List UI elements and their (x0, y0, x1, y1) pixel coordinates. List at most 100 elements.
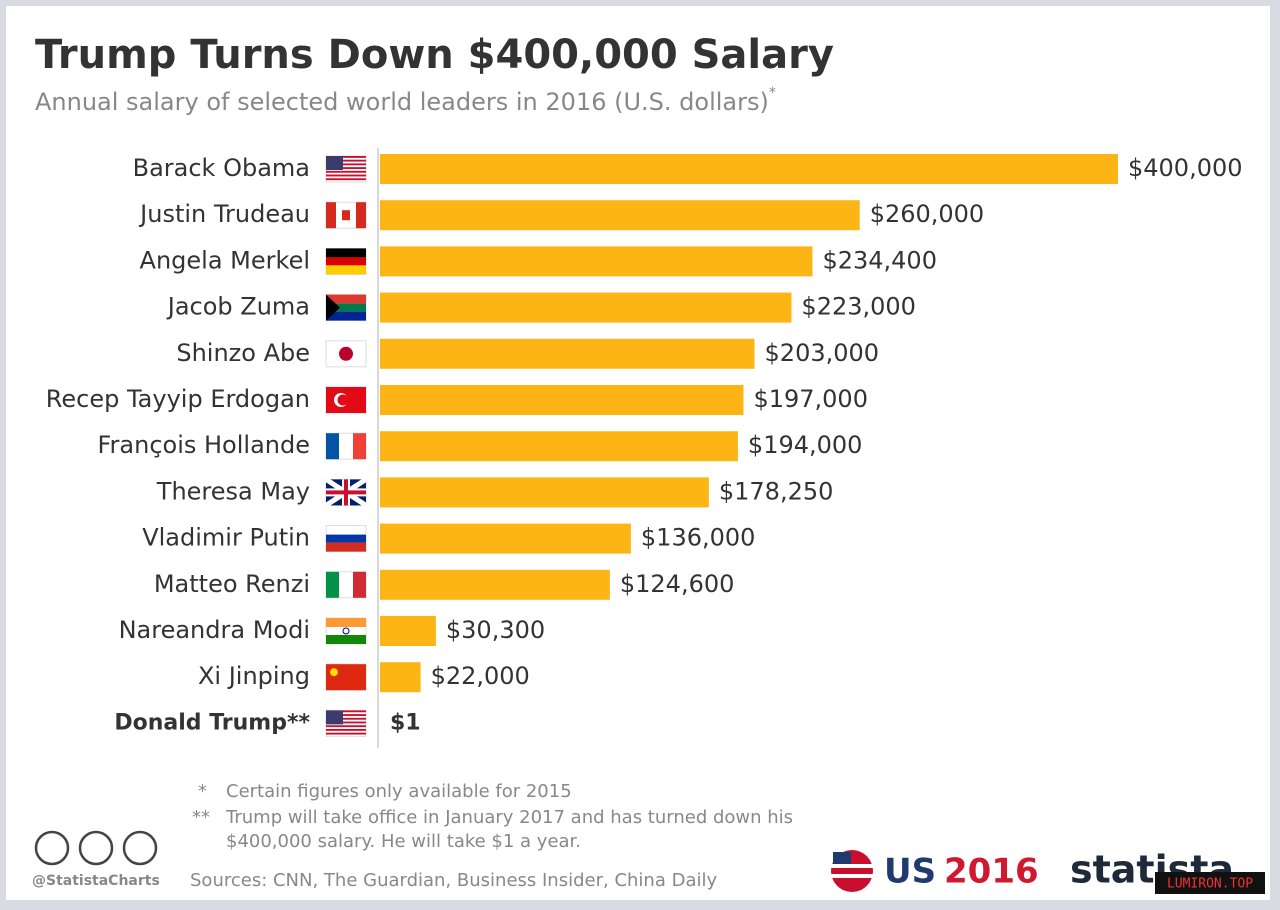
chart-title: Trump Turns Down $400,000 Salary (35, 32, 834, 78)
footnote-text: Trump will take office in January 2017 a… (226, 807, 794, 852)
value-label: $124,600 (620, 570, 735, 598)
cc-icons (34, 830, 158, 866)
flag-part (326, 303, 366, 312)
flag-part (326, 174, 366, 177)
flag-part (326, 178, 366, 181)
flag (325, 386, 367, 414)
footnote-mark: * (198, 781, 207, 802)
category-label: François Hollande (97, 431, 310, 459)
badge-year: 2016 (944, 852, 1039, 892)
flag-part (326, 710, 343, 725)
value-label: $30,300 (446, 616, 545, 644)
flag-part (326, 311, 366, 321)
flag-part (326, 618, 366, 627)
value-label: $234,400 (822, 246, 937, 274)
category-label: Recep Tayyip Erdogan (46, 385, 310, 413)
flag-part (356, 202, 366, 229)
flag-part (326, 710, 366, 713)
bar (380, 662, 421, 693)
bar (380, 569, 610, 600)
flag-part (326, 294, 366, 304)
flag-part (326, 159, 366, 162)
flag-part (326, 257, 366, 266)
flag (325, 663, 367, 691)
flag-part (326, 542, 366, 552)
bar (380, 292, 792, 323)
flag-part (326, 248, 366, 258)
flag-part (330, 668, 338, 677)
flag-part (326, 202, 336, 229)
bar (380, 431, 738, 462)
flag-part (339, 346, 353, 361)
flag-part (326, 728, 366, 731)
sources: Sources: CNN, The Guardian, Business Ins… (190, 870, 717, 891)
category-label: Barack Obama (133, 154, 310, 182)
flag-part (337, 394, 349, 406)
flag-part (326, 721, 366, 724)
category-label: Donald Trump** (114, 710, 310, 735)
flag-part (326, 170, 366, 173)
flag-part (353, 571, 366, 598)
flag (325, 247, 367, 275)
category-label: Vladimir Putin (142, 524, 310, 552)
flag-part (326, 725, 366, 728)
flag-part (326, 635, 366, 644)
flag-part (326, 490, 366, 495)
chart-subtitle: Annual salary of selected world leaders … (35, 85, 776, 116)
category-label: Nareandra Modi (119, 616, 310, 644)
bar (380, 616, 436, 646)
subtitle-mark: * (769, 85, 776, 101)
flag-part (326, 265, 366, 275)
bar (380, 385, 744, 415)
badge-country: US (884, 852, 936, 892)
category-label: Theresa May (156, 477, 310, 505)
flag (324, 477, 368, 508)
footnote-text: Certain figures only available for 2015 (226, 781, 572, 802)
value-label: $197,000 (753, 385, 868, 413)
footnote-mark: ** (192, 807, 210, 828)
flag-part (326, 167, 366, 169)
category-label: Jacob Zuma (166, 293, 310, 321)
flag-part (326, 433, 339, 460)
flag (325, 201, 367, 229)
value-label: $260,000 (870, 200, 985, 228)
bar (380, 200, 860, 231)
value-label: $136,000 (641, 524, 756, 552)
value-label: $22,000 (431, 662, 530, 690)
watermark: LUMIRON.TOP (1167, 877, 1253, 892)
flag-part (326, 534, 366, 543)
flag-part (326, 294, 340, 321)
category-label: Justin Trudeau (138, 200, 310, 228)
flag (325, 432, 367, 460)
value-label: $178,250 (719, 477, 834, 505)
handle: @StatistaCharts (32, 873, 160, 889)
flag-part (342, 210, 350, 221)
flag (325, 525, 367, 553)
subtitle-text: Annual salary of selected world leaders … (35, 88, 769, 116)
flag-part (326, 156, 366, 158)
flag-part (353, 433, 366, 460)
watermark-box (1155, 872, 1265, 894)
flag (325, 709, 367, 737)
value-label: $1 (390, 710, 421, 735)
category-label: Matteo Renzi (154, 570, 310, 598)
bar (380, 246, 813, 277)
flag (325, 571, 367, 599)
flag-part (326, 732, 366, 735)
flag-part (326, 163, 366, 166)
value-label: $194,000 (748, 431, 863, 459)
flag (325, 155, 367, 183)
bar (380, 338, 755, 369)
flag (325, 340, 367, 368)
flag-part (326, 717, 366, 720)
bar (380, 523, 631, 554)
category-label: Xi Jinping (198, 662, 310, 690)
us-badge-flag (831, 850, 873, 892)
value-label: $400,000 (1128, 154, 1243, 182)
category-label: Angela Merkel (140, 246, 310, 274)
value-label: $223,000 (801, 293, 916, 321)
flag-part (326, 571, 339, 598)
category-label: Shinzo Abe (176, 339, 310, 367)
